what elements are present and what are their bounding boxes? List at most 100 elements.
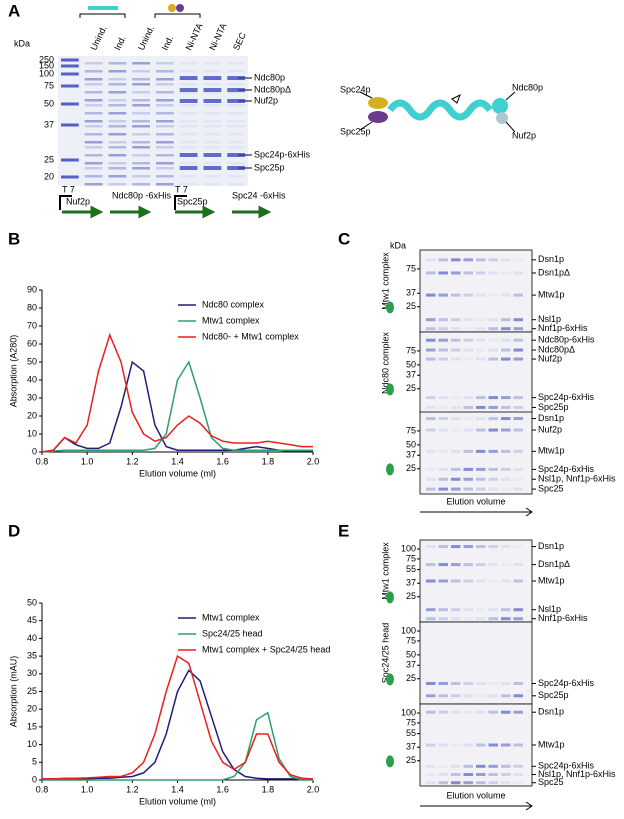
promoter [174,195,187,210]
icon [386,301,394,314]
gel-band [438,428,448,432]
icon [168,4,176,12]
y-tick-label: 35 [27,650,37,660]
gel-band [108,183,127,186]
marker-label: 37 [406,450,416,460]
gel-band [179,120,198,123]
marker-label: 37 [406,742,416,752]
panel-label: B [8,229,20,248]
gel-band [156,99,174,102]
icon [386,673,394,686]
gel-band [203,70,222,73]
section-title: Ndc80 complex [380,331,390,394]
icon [176,4,184,12]
x-tick-label: 0.8 [36,456,49,466]
gel-band [488,417,498,421]
gel-band [84,120,103,123]
gel-band [108,167,127,170]
gel-band [438,781,448,785]
gel-band [84,175,103,178]
y-tick-label: 20 [27,704,37,714]
gel-band [463,545,473,549]
gel-band [227,175,245,178]
gel-band [426,563,436,567]
band-label: Nnf1p-6xHis [538,323,588,333]
gel-band [488,449,498,453]
gel-band [476,396,486,400]
gel-band [438,348,448,352]
gel-band [438,449,448,453]
gel-band [463,617,473,621]
line-series [42,669,313,780]
gel-band [476,617,486,621]
gel-band [501,710,511,714]
gel-band [476,682,486,685]
gel-band [84,78,103,81]
gel-band [84,133,103,136]
gel-band [488,694,498,698]
marker-label: 50 [44,98,54,108]
gel-band [132,175,150,178]
leader [359,121,373,131]
gel-band [488,258,498,262]
gel-band [438,764,448,768]
x-tick-label: 1.0 [81,456,94,466]
gel-band [84,167,103,170]
gel-band [84,91,103,94]
gel-band [426,477,436,481]
x-tick-label: 2.0 [307,784,320,794]
gel-band [438,743,448,747]
leader [505,91,516,101]
gel-band [132,104,150,107]
gel [419,249,533,333]
gel-band [179,112,198,115]
marker-label: 100 [401,543,416,553]
head [496,112,508,124]
gel-band [501,682,511,685]
gel-band [203,141,222,144]
gel-band [132,133,150,136]
gel-band [451,487,461,491]
marker-label: 75 [406,263,416,273]
gel-band [488,428,498,432]
gel-band [488,545,498,549]
promoter [59,195,72,210]
gel-band [488,477,498,481]
gel-band [501,617,511,621]
gel-band [488,773,498,777]
marker-label: 75 [406,553,416,563]
construct-label: T 7 [62,184,75,194]
band-label: Spc24p-6xHis [254,149,311,159]
gel-band [156,183,174,186]
gel-band [488,405,498,409]
ladder-band [61,84,79,88]
gel-band [426,417,436,421]
gel-band [156,62,174,65]
y-axis-label: Absorption (mAU) [8,656,18,728]
x-tick-label: 1.4 [171,784,184,794]
gel-band [513,608,523,612]
diagram-label: Spc24p [340,84,371,94]
gel-band [476,710,486,714]
gel-band [203,125,222,128]
gel-band [488,608,498,612]
band-label: Spc24p-6xHis [538,392,595,402]
gel-band [476,743,486,747]
gel-band [426,318,436,322]
marker-label: 75 [44,80,54,90]
y-tick-label: 50 [27,597,37,607]
marker-label: 25 [406,673,416,683]
gel-band [438,318,448,322]
band-label: Nuf2p [538,424,562,434]
y-axis-label: Absorption (A280) [8,335,18,408]
gel-band [203,120,222,123]
gel-band [488,487,498,491]
marker-label: 25 [406,463,416,473]
band-label: Spc25 [538,483,564,493]
marker-label: 55 [406,728,416,738]
gel-band [132,167,150,170]
gel-band [513,545,523,549]
gel-band [451,348,461,352]
gene-arrow [175,205,216,219]
gel-band [451,608,461,612]
